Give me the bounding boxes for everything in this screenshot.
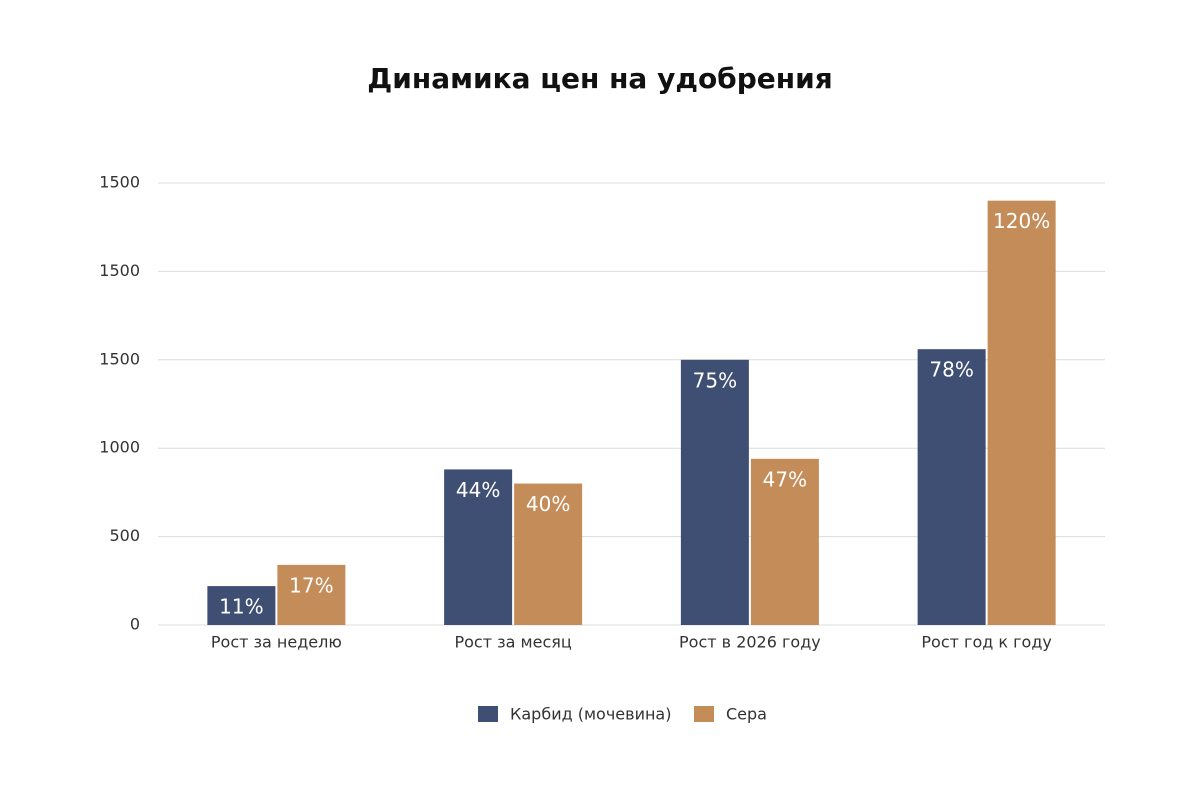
- data-label: 17%: [289, 573, 333, 597]
- y-tick-label: 1500: [99, 173, 140, 192]
- legend-swatch: [478, 706, 498, 722]
- data-label: 75%: [693, 368, 737, 392]
- y-tick-label: 1500: [99, 261, 140, 280]
- legend-swatch: [694, 706, 714, 722]
- data-label: 47%: [763, 467, 807, 491]
- bar: [277, 564, 346, 625]
- data-label: 78%: [929, 358, 973, 382]
- bar: [514, 483, 583, 625]
- data-label: 44%: [456, 478, 500, 502]
- bar: [444, 469, 513, 625]
- bar: [987, 200, 1056, 625]
- data-label: 120%: [993, 209, 1050, 233]
- bar: [207, 586, 276, 625]
- data-label: 11%: [219, 595, 263, 619]
- y-tick-label: 0: [130, 615, 140, 634]
- y-tick-label: 500: [109, 526, 140, 545]
- y-tick-label: 1000: [99, 438, 140, 457]
- bar: [680, 359, 749, 625]
- x-tick-label: Рост за месяц: [454, 633, 571, 652]
- x-tick-label: Рост год к году: [921, 633, 1051, 652]
- legend-label: Карбид (мочевина): [510, 705, 671, 724]
- x-tick-label: Рост в 2026 году: [679, 633, 821, 652]
- bar: [917, 349, 986, 625]
- y-tick-label: 1500: [99, 349, 140, 368]
- bar: [750, 458, 819, 625]
- data-label: 40%: [526, 492, 570, 516]
- chart-title: Динамика цен на удобрения: [367, 62, 832, 95]
- legend-label: Сера: [726, 705, 767, 724]
- x-tick-label: Рост за неделю: [211, 633, 342, 652]
